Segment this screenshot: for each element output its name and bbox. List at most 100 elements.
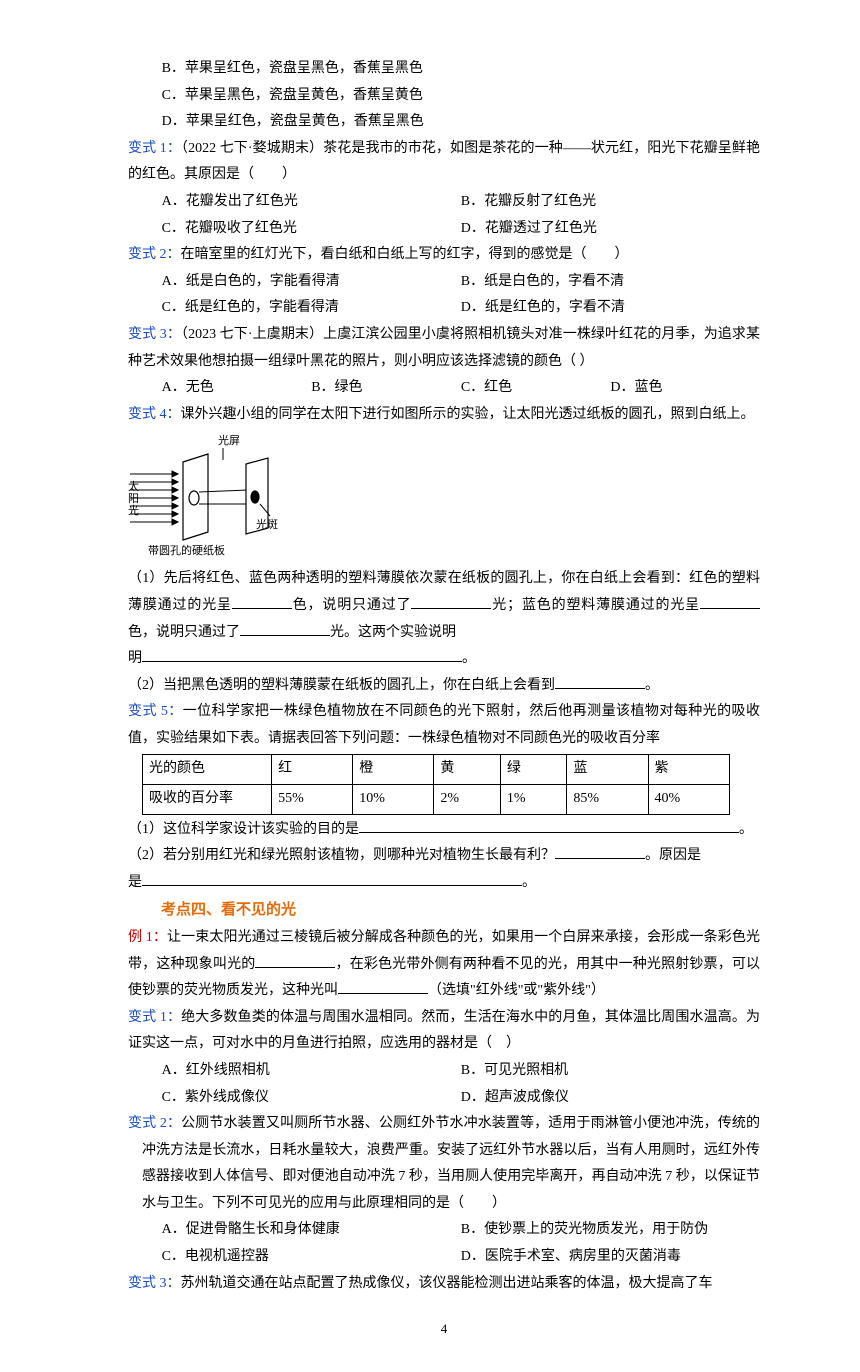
variant-4-label: 变式 4：	[128, 407, 181, 422]
vb2-c: C．电视机遥控器	[162, 1244, 461, 1271]
v1-opt-c: C．花瓣吸收了红色光	[162, 216, 461, 243]
v4-q2: （2）当把黑色透明的塑料薄膜蒙在纸板的圆孔上，你在白纸上会看到 。	[128, 673, 760, 700]
td-v4: 1%	[500, 785, 566, 815]
v5-q2a: （2）若分别用红光和绿光照射该植物，则哪种光对植物生长最有利？	[128, 848, 555, 863]
v1-opt-d: D．花瓣透过了红色光	[461, 216, 760, 243]
vb1-label: 变式 1：	[128, 1010, 181, 1025]
intro-option-d: D．苹果呈红色，瓷盘呈黄色，香蕉呈黑色	[128, 109, 760, 136]
variant-1-text: （2022 七下·婺城期末）茶花是我市的市花，如图是茶花的一种——状元红，阳光下…	[128, 141, 760, 183]
v4-q1: （1）先后将红色、蓝色两种透明的塑料薄膜依次蒙在纸板的圆孔上，你在白纸上会看到：…	[128, 566, 760, 646]
vb2-choices-row2: C．电视机遥控器 D．医院手术室、病房里的灭菌消毒	[128, 1244, 760, 1271]
th-percent: 吸收的百分率	[143, 785, 272, 815]
vb2-a: A．促进骨骼生长和身体健康	[162, 1217, 461, 1244]
v4-q1b: 色，说明只通过了	[292, 598, 412, 613]
variant-1-label: 变式 1：	[128, 141, 181, 156]
v5-q1-text: （1）这位科学家设计该实验的目的是	[128, 822, 359, 837]
variant-5-label: 变式 5：	[128, 704, 183, 719]
variant-3-choices: A．无色 B．绿色 C．红色 D．蓝色	[128, 375, 760, 402]
v3-opt-a: A．无色	[162, 375, 312, 402]
th-color: 光的颜色	[143, 755, 272, 785]
v4-q1e: 光。这两个实验说明	[330, 625, 456, 640]
vb1-choices-row1: A．红外线照相机 B．可见光照相机	[128, 1058, 760, 1085]
variant-1-choices-row2: C．花瓣吸收了红色光 D．花瓣透过了红色光	[128, 216, 760, 243]
board-label: 带圆孔的硬纸板	[148, 543, 225, 557]
variant-4: 变式 4：课外兴趣小组的同学在太阳下进行如图所示的实验，让太阳光透过纸板的圆孔，…	[128, 402, 760, 429]
table-row-header: 光的颜色 红 橙 黄 绿 蓝 紫	[143, 755, 730, 785]
sunlight-diagram: 光屏 太 阳 光 光斑 带圆孔的硬纸板	[128, 432, 298, 562]
v5-q1-end: 。	[739, 822, 753, 837]
variant-3-text: （2023 七下·上虞期末）上虞江滨公园里小虞将照相机镜头对准一株绿叶红花的月季…	[128, 327, 760, 369]
table-row-values: 吸收的百分率 55% 10% 2% 1% 85% 40%	[143, 785, 730, 815]
v5-q2b: 。原因是	[645, 848, 701, 863]
variant-3: 变式 3：（2023 七下·上虞期末）上虞江滨公园里小虞将照相机镜头对准一株绿叶…	[128, 322, 760, 375]
v3-opt-d: D．蓝色	[610, 375, 760, 402]
td-v3: 2%	[434, 785, 500, 815]
th-orange: 橙	[353, 755, 434, 785]
variant-2: 变式 2：在暗室里的红灯光下，看白纸和白纸上写的红字，得到的感觉是（ ）	[128, 242, 760, 269]
v4-q1f: 。	[462, 651, 476, 666]
variant-2-choices-row1: A．纸是白色的，字能看得清 B．纸是白色的，字看不清	[128, 269, 760, 296]
v4-q1d: 色，说明只通过了	[128, 625, 240, 640]
td-v1: 55%	[272, 785, 353, 815]
v5-q1: （1）这位科学家设计该实验的目的是 。	[128, 817, 760, 844]
td-v5: 85%	[567, 785, 648, 815]
vb1-choices-row2: C．紫外线成像仪 D．超声波成像仪	[128, 1085, 760, 1112]
vb2-b: B．使钞票上的荧光物质发光，用于防伪	[461, 1217, 760, 1244]
v4-q2b: 。	[645, 678, 659, 693]
vb2-text: 公厕节水装置又叫厕所节水器、公厕红外节水冲水装置等，适用于雨淋管小便池冲洗，传统…	[142, 1116, 760, 1211]
v4-q1-blank: 明。	[128, 646, 760, 673]
td-v2: 10%	[353, 785, 434, 815]
page-number: 4	[128, 1317, 760, 1342]
vb1-a: A．红外线照相机	[162, 1058, 461, 1085]
example-1-label: 例 1：	[128, 930, 167, 945]
v2-opt-c: C．纸是红色的，字能看得清	[162, 295, 461, 322]
v4-q1c: 光；蓝色的塑料薄膜通过的光呈	[491, 598, 700, 613]
variant-1: 变式 1：（2022 七下·婺城期末）茶花是我市的市花，如图是茶花的一种——状元…	[128, 136, 760, 189]
variant-2-text: 在暗室里的红灯光下，看白纸和白纸上写的红字，得到的感觉是（ ）	[181, 247, 629, 262]
v5-q2: （2）若分别用红光和绿光照射该植物，则哪种光对植物生长最有利？ 。原因是	[128, 843, 760, 870]
v3-opt-b: B．绿色	[311, 375, 461, 402]
screen-label: 光屏	[218, 433, 240, 447]
vb2-d: D．医院手术室、病房里的灭菌消毒	[461, 1244, 760, 1271]
v5-q2c: 。	[522, 875, 536, 890]
v1-opt-b: B．花瓣反射了红色光	[461, 189, 760, 216]
th-yellow: 黄	[434, 755, 500, 785]
th-green: 绿	[500, 755, 566, 785]
td-v6: 40%	[648, 785, 729, 815]
vb2-label: 变式 2：	[128, 1116, 181, 1131]
variant-1-choices-row1: A．花瓣发出了红色光 B．花瓣反射了红色光	[128, 189, 760, 216]
v5-q2-blank: 是。	[128, 870, 760, 897]
variant-5: 变式 5：一位科学家把一株绿色植物放在不同颜色的光下照射，然后他再测量该植物对每…	[128, 699, 760, 752]
variant-5-text: 一位科学家把一株绿色植物放在不同颜色的光下照射，然后他再测量该植物对每种光的吸收…	[128, 704, 760, 746]
variant-b2: 变式 2：公厕节水装置又叫厕所节水器、公厕红外节水冲水装置等，适用于雨淋管小便池…	[128, 1111, 760, 1217]
intro-option-c: C．苹果呈黑色，瓷盘呈黄色，香蕉呈黄色	[128, 83, 760, 110]
v4-q2a: （2）当把黑色透明的塑料薄膜蒙在纸板的圆孔上，你在白纸上会看到	[128, 678, 555, 693]
v2-opt-b: B．纸是白色的，字看不清	[461, 269, 760, 296]
variant-2-choices-row2: C．纸是红色的，字能看得清 D．纸是红色的，字看不清	[128, 295, 760, 322]
variant-2-label: 变式 2：	[128, 247, 181, 262]
vb1-b: B．可见光照相机	[461, 1058, 760, 1085]
spot-label: 光斑	[256, 517, 278, 531]
th-blue: 蓝	[567, 755, 648, 785]
vb3-text: 苏州轨道交通在站点配置了热成像仪，该仪器能检测出进站乘客的体温，极大提高了车	[181, 1276, 713, 1291]
variant-b1: 变式 1：绝大多数鱼类的体温与周围水温相同。然而，生活在海水中的月鱼，其体温比周…	[128, 1005, 760, 1058]
vb3-label: 变式 3：	[128, 1276, 181, 1291]
th-purple: 紫	[648, 755, 729, 785]
sun-label-2: 阳	[128, 492, 139, 505]
variant-3-label: 变式 3：	[128, 327, 181, 342]
v3-opt-c: C．红色	[461, 375, 611, 402]
sun-label-1: 太	[128, 480, 139, 493]
absorption-table: 光的颜色 红 橙 黄 绿 蓝 紫 吸收的百分率 55% 10% 2% 1% 85…	[142, 754, 730, 814]
sun-label-3: 光	[128, 503, 139, 517]
vb1-text: 绝大多数鱼类的体温与周围水温相同。然而，生活在海水中的月鱼，其体温比周围水温高。…	[128, 1010, 760, 1052]
ex1-c: （选填"红外线"或"紫外线"）	[428, 983, 605, 998]
v2-opt-a: A．纸是白色的，字能看得清	[162, 269, 461, 296]
v2-opt-d: D．纸是红色的，字看不清	[461, 295, 760, 322]
intro-option-b: B．苹果呈红色，瓷盘呈黑色，香蕉呈黑色	[128, 56, 760, 83]
variant-b3: 变式 3：苏州轨道交通在站点配置了热成像仪，该仪器能检测出进站乘客的体温，极大提…	[128, 1271, 760, 1298]
v1-opt-a: A．花瓣发出了红色光	[162, 189, 461, 216]
example-1: 例 1：让一束太阳光通过三棱镜后被分解成各种颜色的光，如果用一个白屏来承接，会形…	[128, 925, 760, 1005]
vb1-d: D．超声波成像仪	[461, 1085, 760, 1112]
th-red: 红	[272, 755, 353, 785]
section-4-title: 考点四、看不见的光	[128, 896, 760, 925]
